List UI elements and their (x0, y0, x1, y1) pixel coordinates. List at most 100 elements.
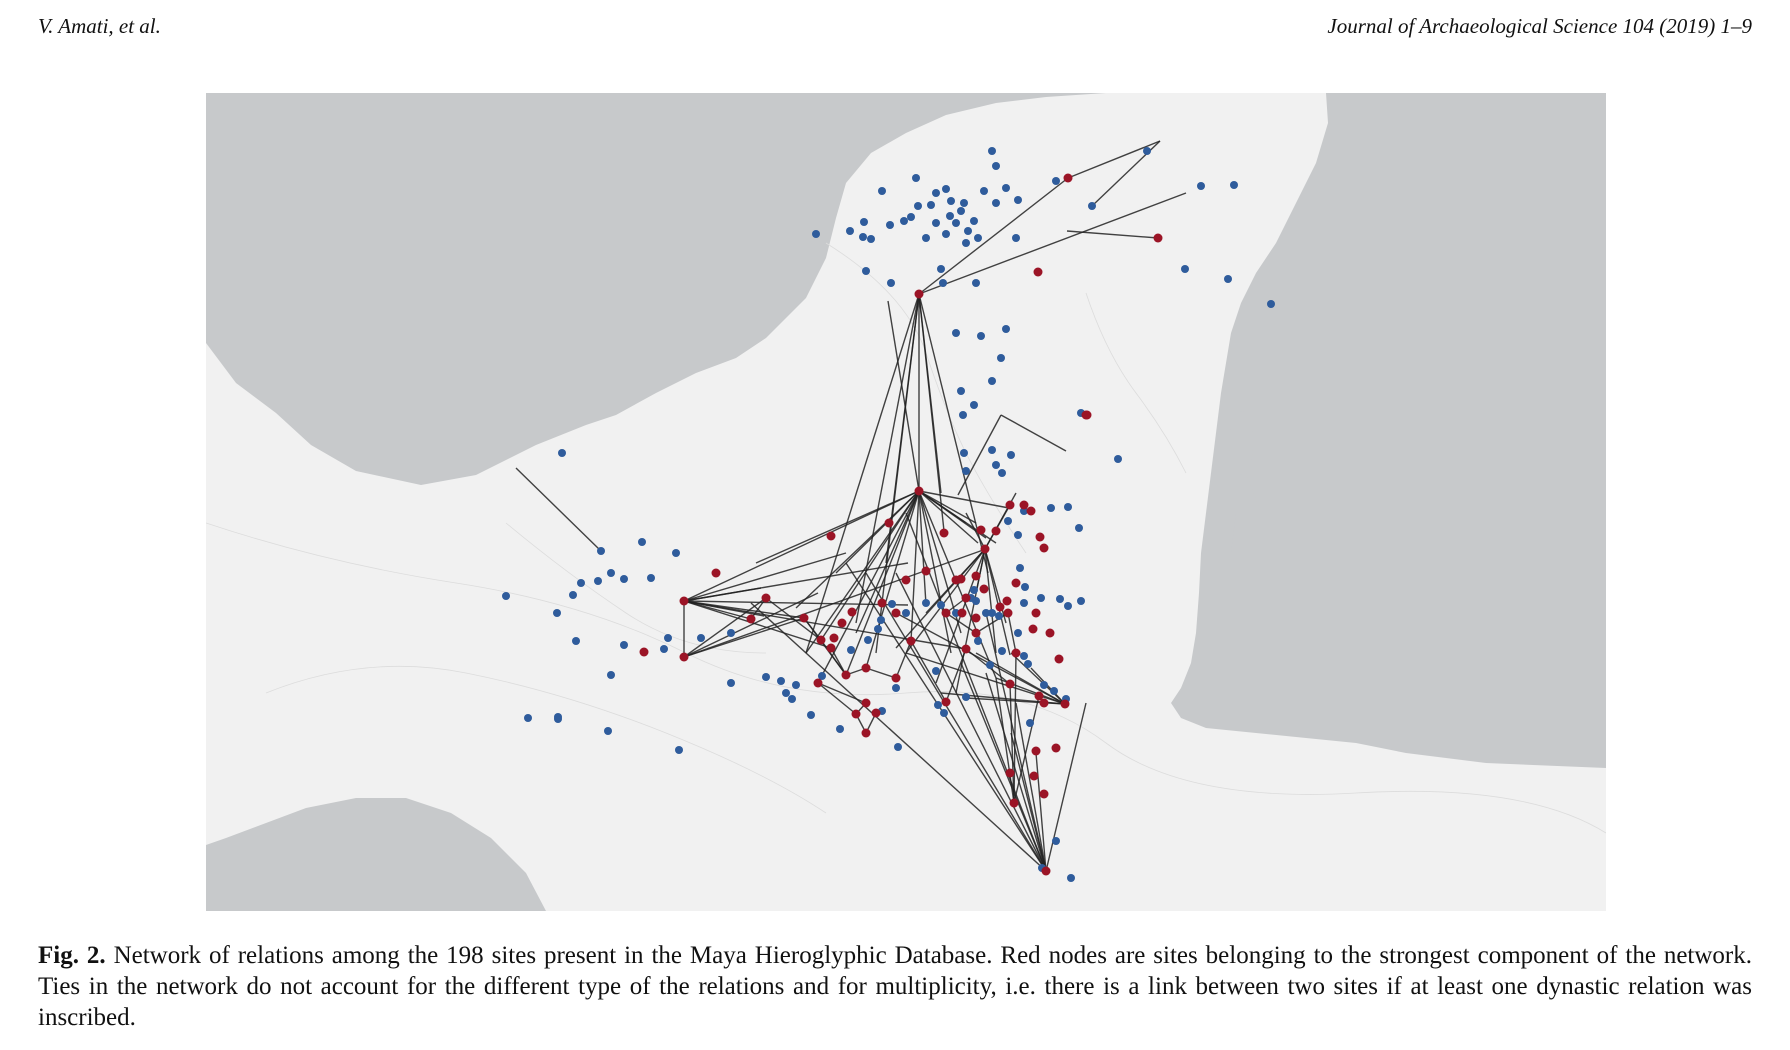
blue-site-node (892, 684, 900, 692)
network-edge (1015, 702, 1047, 872)
red-site-node (1002, 596, 1012, 606)
blue-site-node (959, 411, 967, 419)
red-site-node (1005, 679, 1015, 689)
red-site-node (799, 613, 809, 623)
network-edge (1007, 612, 1017, 654)
red-site-node (1060, 699, 1070, 709)
network-nodes (502, 147, 1275, 882)
blue-site-node (1014, 196, 1022, 204)
blue-site-node (939, 279, 947, 287)
red-site-node (921, 566, 931, 576)
red-site-node (1051, 743, 1061, 753)
network-edge (817, 682, 857, 715)
red-site-node (961, 644, 971, 654)
red-site-node (1031, 746, 1041, 756)
red-site-node (761, 593, 771, 603)
blue-site-node (577, 579, 585, 587)
red-site-node (826, 531, 836, 541)
blue-site-node (664, 634, 672, 642)
network-edge (957, 414, 1002, 496)
red-site-node (679, 652, 689, 662)
blue-site-node (502, 592, 510, 600)
network-edge (918, 177, 1069, 295)
blue-site-node (874, 625, 882, 633)
network-edge (875, 293, 920, 654)
red-site-node (1034, 691, 1044, 701)
red-site-node (1082, 410, 1092, 420)
blue-site-node (788, 695, 796, 703)
network-edge (918, 490, 977, 524)
blue-site-node (1002, 184, 1010, 192)
journal-citation: Journal of Archaeological Science 104 (2… (1327, 14, 1752, 38)
network-edge (765, 597, 822, 641)
blue-site-node (998, 469, 1006, 477)
network-edge (845, 490, 920, 676)
blue-site-node (1047, 504, 1055, 512)
red-site-node (941, 608, 951, 618)
running-header: V. Amati, et al. Journal of Archaeologic… (38, 14, 1752, 44)
red-site-node (861, 728, 871, 738)
blue-site-node (922, 599, 930, 607)
blue-site-node (554, 713, 562, 721)
network-edge (887, 300, 920, 492)
caption-text: Network of relations among the 198 sites… (38, 942, 1753, 1031)
red-site-node (980, 544, 990, 554)
blue-site-node (1021, 583, 1029, 591)
network-edges (515, 140, 1187, 872)
blue-site-node (572, 637, 580, 645)
red-site-node (639, 647, 649, 657)
blue-site-node (894, 743, 902, 751)
blue-site-node (922, 234, 930, 242)
blue-site-node (914, 202, 922, 210)
red-site-node (1005, 500, 1015, 510)
blue-site-node (972, 279, 980, 287)
red-site-node (1033, 267, 1043, 277)
blue-site-node (995, 612, 1003, 620)
blue-site-node (970, 401, 978, 409)
red-site-node (1045, 628, 1055, 638)
blue-site-node (1067, 874, 1075, 882)
red-site-node (1054, 654, 1064, 664)
blue-site-node (974, 234, 982, 242)
blue-site-node (675, 746, 683, 754)
network-edge (820, 639, 847, 676)
blue-site-node (957, 207, 965, 215)
red-site-node (1035, 532, 1045, 542)
blue-site-node (998, 647, 1006, 655)
blue-site-node (988, 377, 996, 385)
red-site-node (1011, 648, 1021, 658)
red-site-node (971, 571, 981, 581)
blue-site-node (1088, 202, 1096, 210)
red-site-node (816, 635, 826, 645)
red-site-node (826, 643, 836, 653)
network-edge (1035, 752, 1047, 872)
network-edge (985, 672, 1047, 872)
network-edge (918, 490, 979, 544)
blue-site-node (992, 162, 1000, 170)
red-site-node (976, 525, 986, 535)
network-edge (755, 490, 920, 564)
network-edge (1013, 652, 1017, 804)
figure-label: Fig. 2. (38, 942, 106, 969)
blue-site-node (1064, 503, 1072, 511)
network-edge (817, 490, 920, 684)
red-site-node (956, 574, 966, 584)
road-network (206, 242, 1606, 834)
blue-site-node (607, 569, 615, 577)
lake (1229, 411, 1253, 475)
network-edge (918, 490, 952, 654)
blue-site-node (1014, 531, 1022, 539)
blue-site-node (970, 217, 978, 225)
blue-site-node (986, 661, 994, 669)
blue-site-node (888, 600, 896, 608)
blue-site-node (1040, 681, 1048, 689)
red-site-node (1005, 768, 1015, 778)
red-site-node (884, 518, 894, 528)
network-edge (1067, 140, 1161, 179)
network-edge (905, 548, 986, 654)
blue-site-node (962, 239, 970, 247)
network-map-figure (206, 93, 1606, 911)
blue-site-node (762, 673, 770, 681)
network-edge (918, 293, 945, 532)
network-edge (683, 490, 920, 602)
